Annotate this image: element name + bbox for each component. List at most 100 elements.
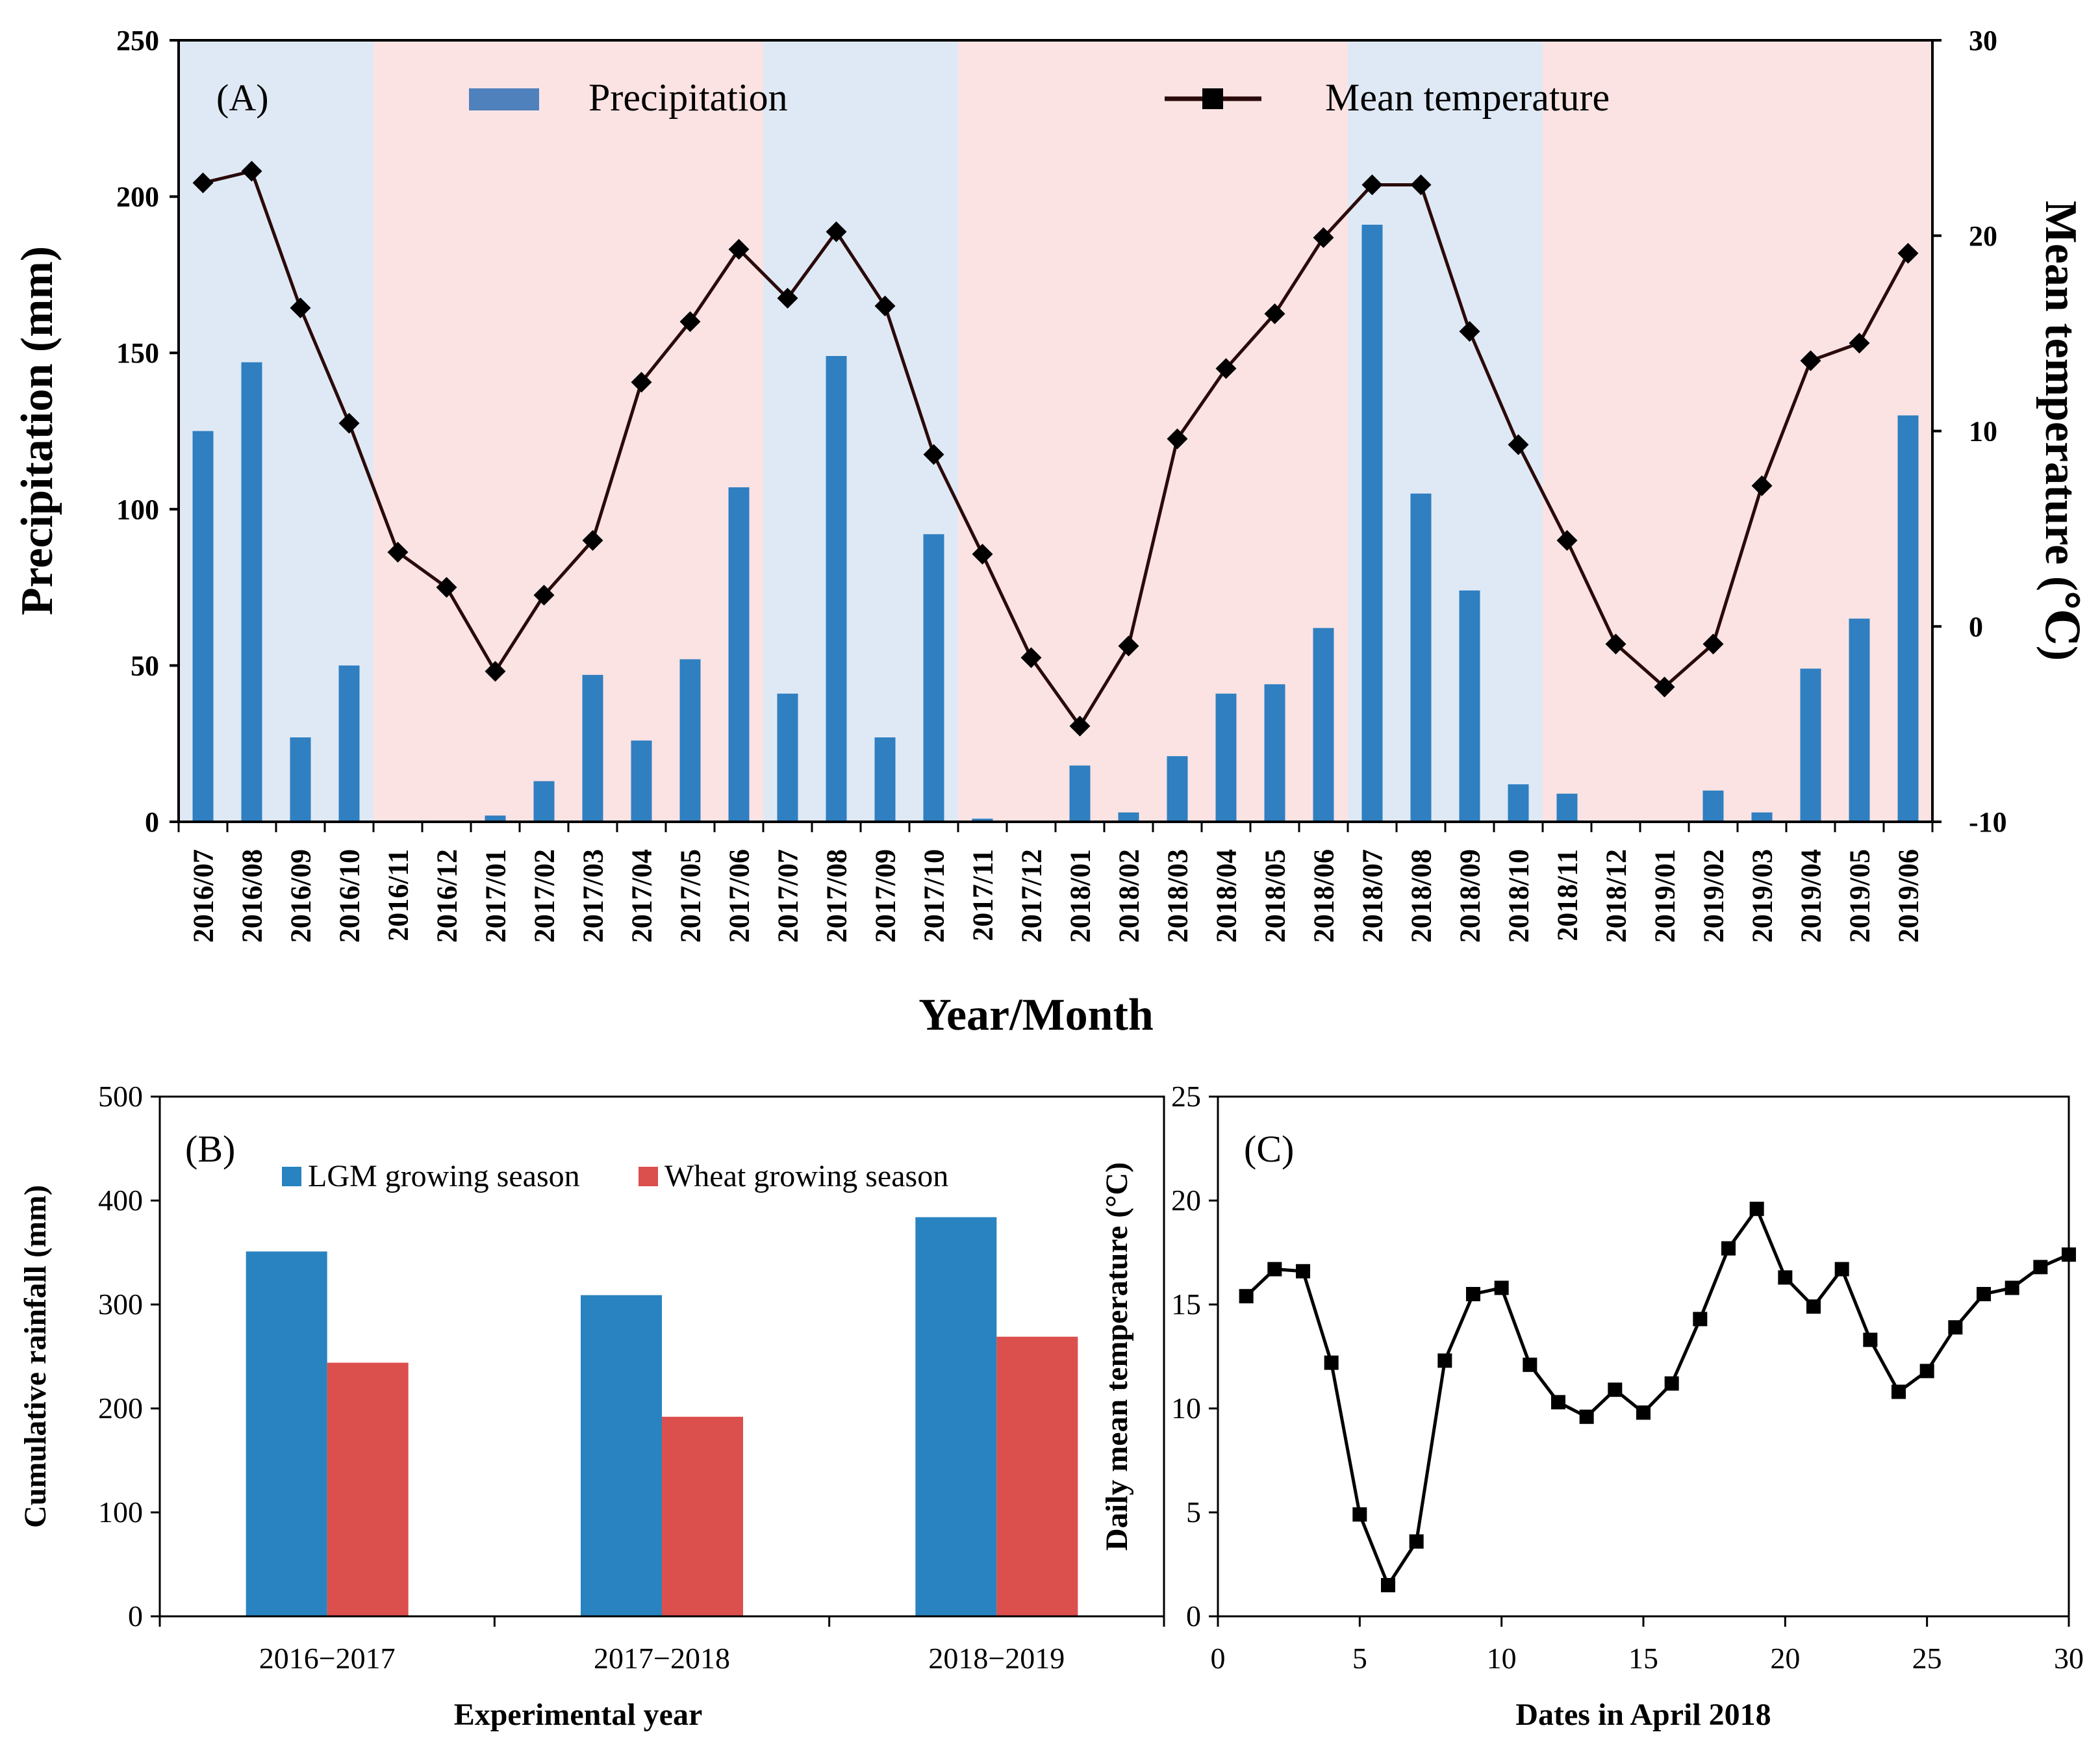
temperature-point [1410,174,1432,196]
y-tick-label: 50 [131,650,159,681]
x-axis: 2016−2017 2017−2018 2018−2019 [158,1616,1165,1675]
precipitation-bar [290,737,311,822]
y-axis-left: 0 50 100 150 200 250 [116,25,179,838]
daily-temperature-point [1267,1262,1282,1277]
x-tick-label: 2018/02 [1113,849,1145,943]
y2-tick-label: 20 [1969,220,1997,252]
precipitation-bar [826,356,847,822]
season-band-winter [373,40,763,822]
temperature-point [192,172,214,194]
precipitation-bar [192,431,214,822]
wheat-bar [662,1416,743,1616]
x-tick-label: 2016/10 [334,849,366,943]
x-tick-label: 2017/12 [1016,849,1048,943]
precipitation-bar [485,815,506,822]
x-tick-label: 2018/03 [1162,849,1194,943]
panel-c-label: (C) [1244,1128,1294,1170]
precipitation-bar [241,362,262,822]
daily-temperature-point [1324,1355,1339,1370]
x-tick-label: 5 [1352,1642,1367,1675]
daily-temperature-point [1579,1409,1594,1424]
daily-temperature-point [1721,1241,1736,1256]
x-tick-label: 2017−2018 [594,1642,730,1675]
y-tick-label: 0 [145,806,159,838]
temperature-line [192,160,1919,737]
x-tick-label: 2019/03 [1747,849,1778,943]
x-tick-label: 2018/01 [1065,849,1096,943]
daily-temperature-series-line [1245,1205,2070,1589]
panel-a-label: (A) [216,77,269,119]
season-band-winter [958,40,1348,822]
panel-b-label: (B) [185,1128,235,1170]
daily-temperature-point [1494,1280,1509,1295]
temperature-point [1751,475,1773,496]
x-tick-label: 10 [1487,1642,1517,1675]
x-tick-label: 2019/02 [1698,849,1730,943]
daily-temperature-point [1608,1382,1623,1397]
precipitation-bar [1556,793,1578,822]
temperature-point [1264,303,1285,325]
daily-temperature-point [1749,1201,1764,1216]
precipitation-bar [1361,224,1383,822]
daily-temperature-point [1381,1578,1395,1592]
x-tick-label: 2016/11 [383,849,414,941]
daily-temperature-point [1778,1270,1793,1285]
x-tick-label: 15 [1628,1642,1658,1675]
season-bands [179,40,1932,822]
daily-temperature-point [1352,1507,1367,1522]
daily-temperature-point [1806,1299,1821,1314]
x-tick-label: 2017/09 [870,849,902,943]
y-tick-label: 10 [1171,1392,1201,1425]
legend-wheat-label: Wheat growing season [664,1159,948,1193]
y-tick-label: 250 [116,25,159,57]
legend-lgm-swatch [282,1167,301,1186]
temperature-point [826,221,847,242]
x-tick-label: 2017/06 [724,849,755,943]
y-axis: 0 5 10 15 20 25 [1171,1080,1218,1633]
legend-wheat-swatch [639,1167,658,1186]
temperature-point [1361,174,1383,196]
temperature-point [728,238,750,260]
x-tick-label: 2017/02 [529,849,561,943]
precipitation-bar [1459,590,1480,822]
y-axis-right: -10 0 10 20 30 [1932,25,2007,838]
temperature-point [1654,676,1675,698]
legend-precipitation-swatch [469,88,539,110]
precipitation-bar [1118,812,1139,822]
temperature-point [923,444,944,465]
lgm-bar [246,1251,327,1616]
x-tick-label: 2018/07 [1357,849,1389,943]
y-tick-label: 500 [98,1080,143,1113]
x-tick-label: 30 [2054,1642,2084,1675]
daily-temperature-point [1891,1384,1906,1399]
temperature-point [1897,242,1919,264]
temperature-point [485,661,506,682]
x-tick-label: 2018/06 [1308,849,1340,943]
daily-temperature-point [1523,1357,1537,1372]
x-tick-label: 2016/07 [188,849,220,943]
temperature-point [241,160,262,182]
y-axis-title: Daily mean temperature (°C) [1100,1162,1134,1551]
x-tick-label: 20 [1770,1642,1800,1675]
temperature-point [972,543,993,565]
temperature-point [1605,633,1626,655]
y2-tick-label: 10 [1969,416,1997,448]
x-tick-label: 2018/09 [1454,849,1486,943]
x-axis-title: Year/Month [918,990,1154,1040]
x-tick-label: 2018/11 [1552,849,1584,941]
precipitation-bar [1410,493,1432,822]
panel-c: 0 5 10 15 20 25 0 5 10 15 20 25 30 (C) Daily mean t… [1100,1080,2084,1732]
precipitation-bar [972,819,993,822]
x-tick-label: 2017/01 [480,849,512,943]
y-tick-label: 20 [1171,1184,1201,1217]
temperature-point [1849,333,1870,354]
y-tick-label: 0 [128,1599,143,1633]
temperature-point [387,541,409,563]
x-tick-label: 2017/04 [626,849,658,943]
x-tick-label: 2018−2019 [928,1642,1065,1675]
y-tick-label: 100 [98,1495,143,1529]
temperature-point [1118,635,1139,657]
y-tick-label: 0 [1186,1599,1201,1633]
legend-lgm-label: LGM growing season [308,1159,580,1193]
x-tick-label: 2017/10 [918,849,950,943]
